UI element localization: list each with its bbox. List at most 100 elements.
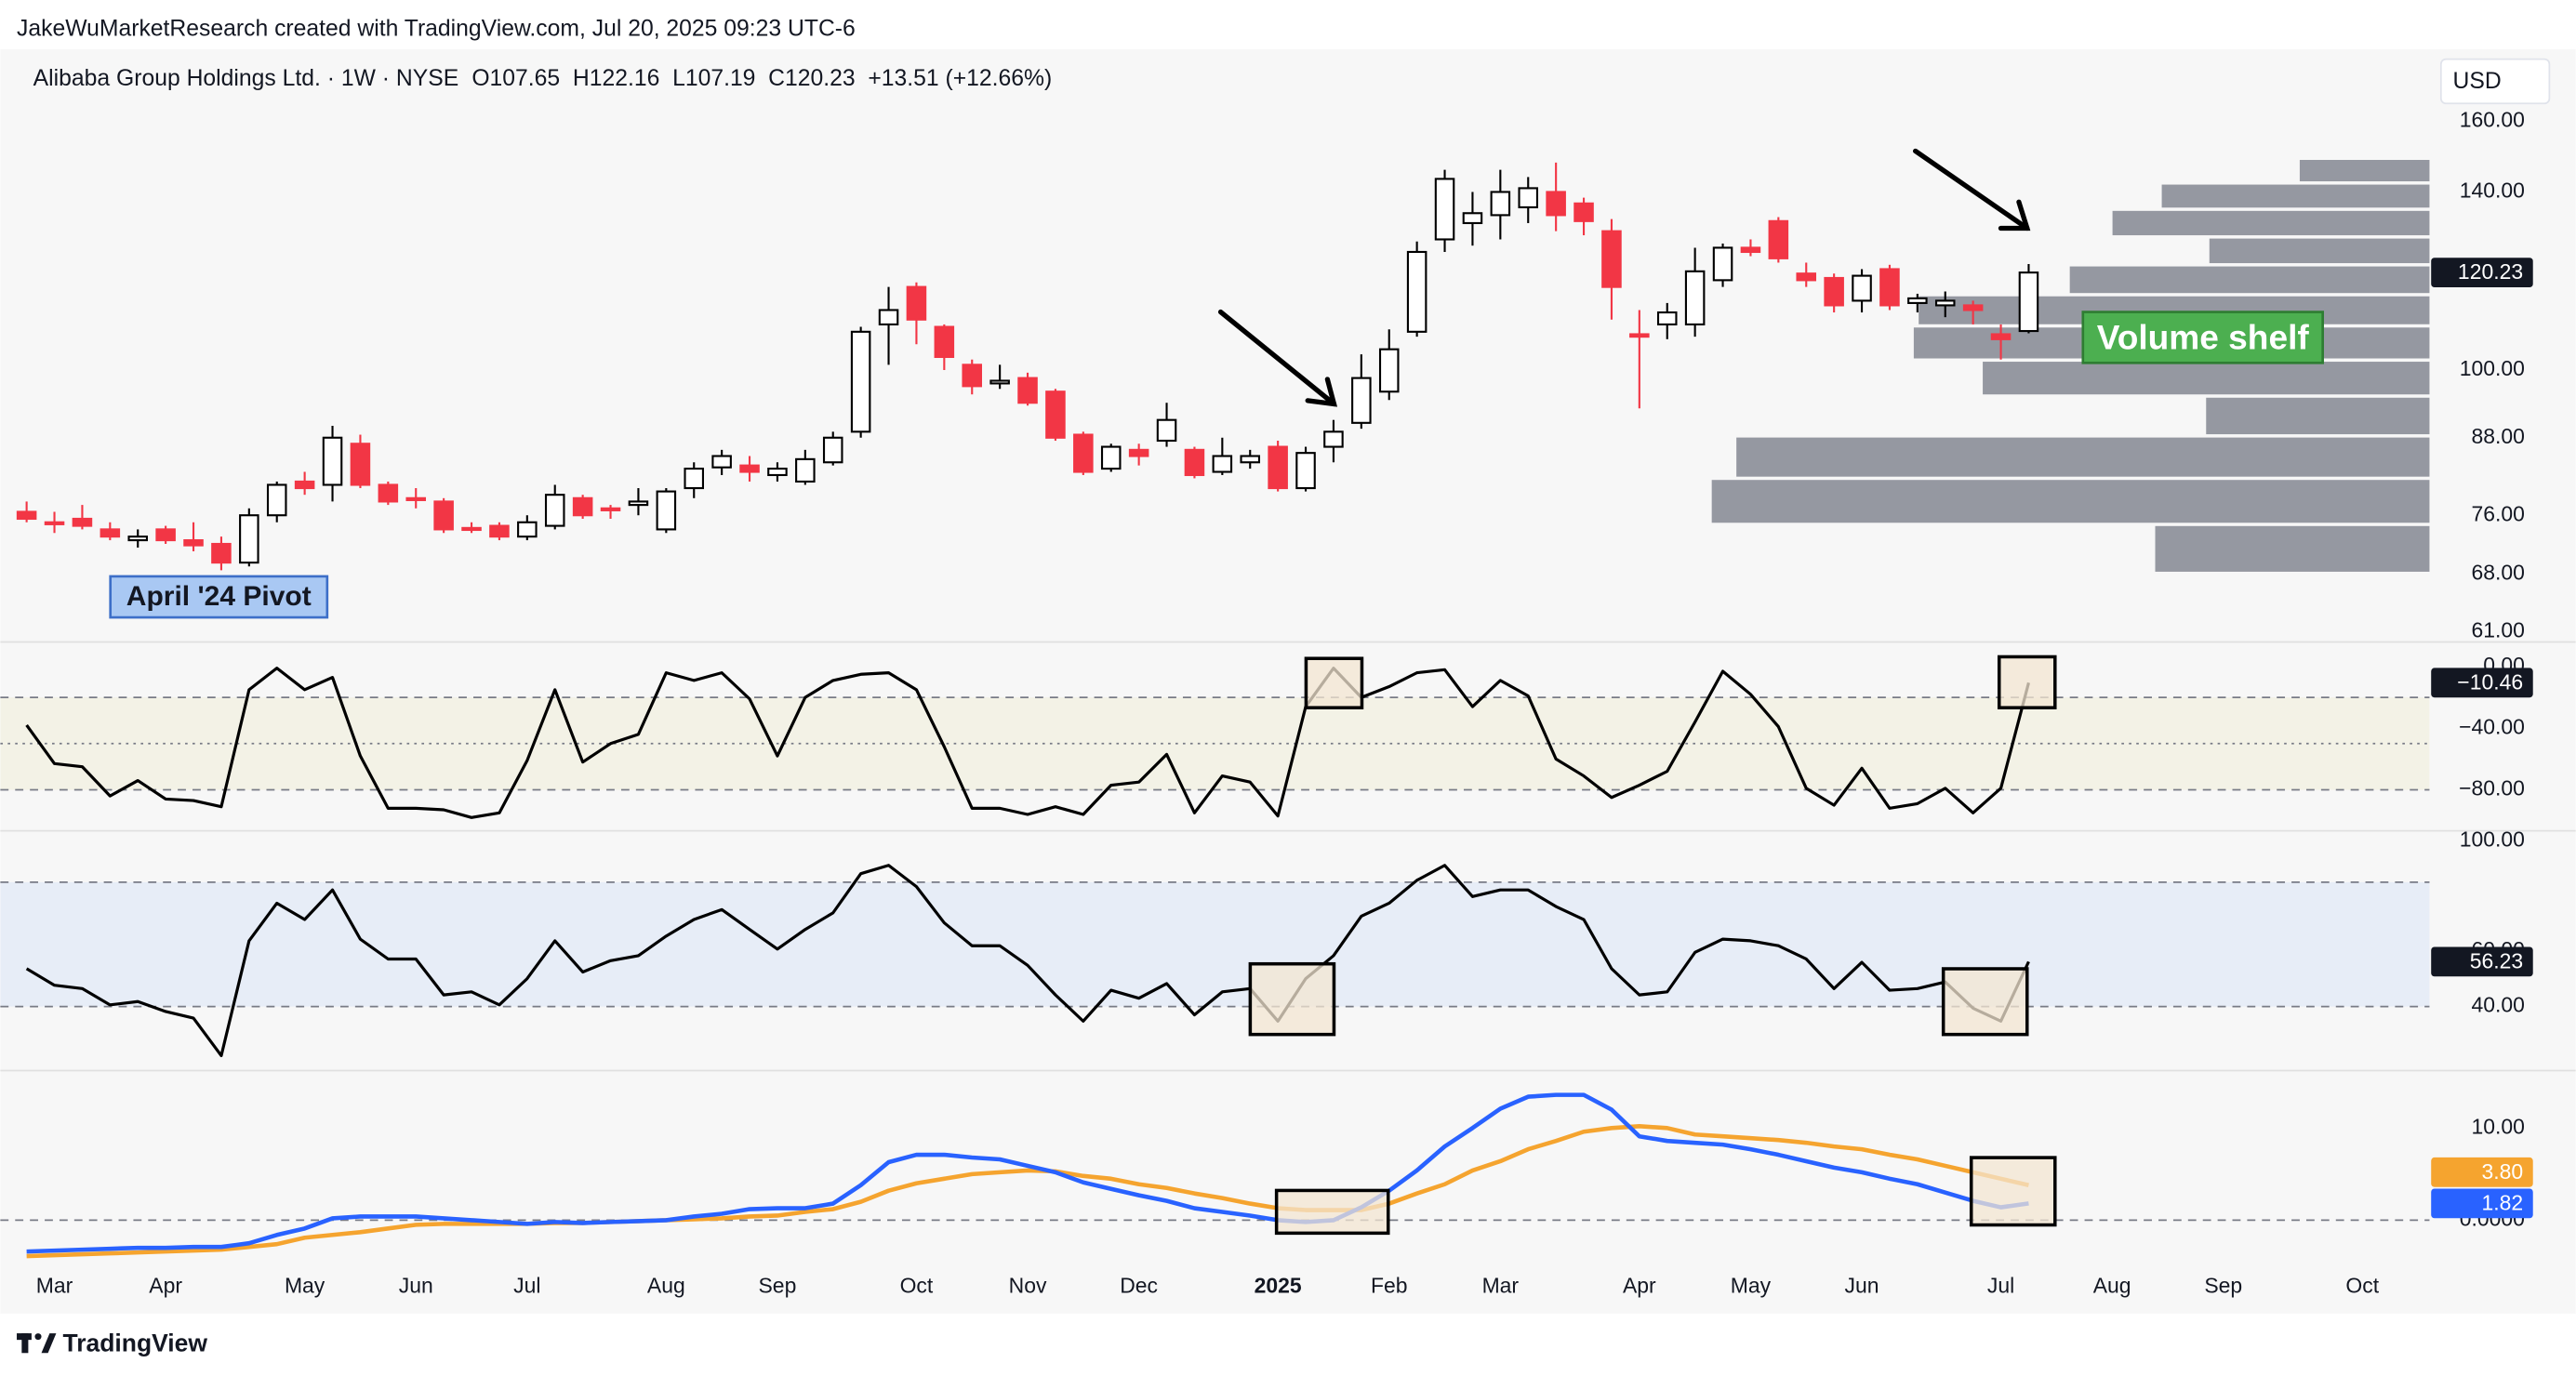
- candle-body: [656, 490, 677, 531]
- price-tag-label: 56.23: [2470, 948, 2523, 972]
- volume-bar: [1736, 437, 2430, 477]
- candle-body: [1212, 455, 1233, 473]
- currency-box[interactable]: [2439, 58, 2551, 105]
- candle-body: [1406, 250, 1427, 333]
- band-fill: [0, 881, 2430, 1007]
- candle-body: [16, 510, 37, 521]
- candle-body: [1295, 452, 1316, 490]
- price-tag: [2431, 1157, 2533, 1187]
- x-tick-label: Apr: [1623, 1274, 1656, 1298]
- x-tick-label: Sep: [2204, 1274, 2242, 1298]
- candle-body: [739, 464, 760, 473]
- candle-body: [239, 514, 259, 564]
- y-tick-label: 10.00: [2471, 1114, 2524, 1138]
- candle-body: [1852, 274, 1872, 302]
- highlight-box: [1997, 655, 2057, 709]
- y-tick-label: 61.00: [2471, 617, 2524, 642]
- arrow-head: [1305, 377, 1338, 407]
- candle-body: [294, 480, 315, 490]
- candle-body: [378, 483, 399, 503]
- candle-body: [1184, 448, 1205, 477]
- annotation-box: [2081, 311, 2324, 364]
- candle-body: [1073, 433, 1094, 473]
- candle-body: [1490, 191, 1511, 217]
- candle-body: [433, 500, 454, 531]
- price-tag: [2431, 946, 2533, 977]
- x-tick-label: Mar: [1482, 1274, 1520, 1298]
- candle-body: [405, 496, 427, 501]
- indicator-line: [26, 1124, 2029, 1259]
- candle-body: [1990, 333, 2012, 340]
- x-tick-label: Jun: [1845, 1274, 1879, 1298]
- candle-body: [1879, 268, 1900, 307]
- highlight-box: [1248, 961, 1336, 1037]
- candle-body: [822, 436, 843, 464]
- y-tick-label: 76.00: [2471, 501, 2524, 525]
- candle-body: [1462, 212, 1483, 225]
- x-tick-label: Jun: [399, 1274, 433, 1298]
- indicator-line: [26, 1092, 2029, 1254]
- currency[interactable]: USD: [2453, 69, 2502, 94]
- y-tick-label: 40.00: [2471, 993, 2524, 1017]
- y-tick-label: −40.00: [2459, 714, 2525, 738]
- candle-body: [684, 468, 705, 490]
- candle-body: [489, 524, 510, 538]
- candle-body: [1712, 246, 1733, 282]
- candle-body: [1518, 187, 1539, 209]
- candle-body: [711, 455, 732, 469]
- candle-body: [183, 538, 204, 547]
- x-tick-label: May: [285, 1274, 325, 1298]
- candle-body: [2018, 271, 2039, 333]
- candle-body: [600, 507, 621, 511]
- candle-body: [1796, 272, 1817, 282]
- x-tick-label: Aug: [2093, 1274, 2131, 1298]
- chart-background: [0, 48, 2576, 1314]
- highlight-boxes: [1248, 655, 2057, 1236]
- candle-body: [767, 468, 788, 477]
- candle-body: [934, 325, 955, 359]
- brand: TradingView: [62, 1329, 207, 1356]
- legend: Alibaba Group Holdings Ltd. · 1W · NYSE O…: [33, 65, 1053, 90]
- candle-body: [1824, 276, 1844, 307]
- x-tick-label: Jul: [1987, 1274, 2014, 1298]
- price-tag: [2431, 258, 2533, 288]
- candle-body: [1546, 191, 1566, 217]
- indicator-line: [25, 667, 2030, 819]
- candle-body: [989, 379, 1010, 385]
- highlight-box: [1304, 656, 1364, 709]
- x-tick-label: Jul: [513, 1274, 540, 1298]
- attribution: JakeWuMarketResearch created with Tradin…: [17, 16, 856, 41]
- candle-body: [544, 494, 565, 527]
- candle-body: [127, 536, 149, 542]
- x-tick-label: Feb: [1371, 1274, 1408, 1298]
- x-tick-label: Oct: [2345, 1274, 2379, 1298]
- candle-body: [1573, 202, 1594, 222]
- candle-body: [461, 526, 482, 532]
- indicator-line: [25, 864, 2030, 1058]
- highlight-box: [1969, 1156, 2057, 1227]
- candle-body: [100, 528, 121, 538]
- arrows: [1217, 148, 2031, 407]
- price-tag-label: 120.23: [2458, 259, 2523, 284]
- volume-bar: [2299, 160, 2430, 182]
- x-tick-label: 2025: [1255, 1274, 1302, 1298]
- candle-body: [1323, 430, 1344, 448]
- y-tick-label: 160.00: [2460, 108, 2525, 132]
- candle-body: [850, 330, 871, 433]
- annotation: Volume shelf: [2097, 317, 2310, 356]
- logo-part: [34, 1333, 42, 1341]
- candle-body: [266, 483, 287, 517]
- highlight-box: [1941, 967, 2029, 1037]
- candle-body: [1907, 297, 1928, 304]
- y-tick-label: 88.00: [2471, 424, 2524, 448]
- x-tick-label: Aug: [647, 1274, 685, 1298]
- price-tag-label: −10.46: [2457, 669, 2523, 694]
- candle-body: [1962, 304, 1984, 311]
- brand-logo: [17, 1333, 57, 1354]
- candle-body: [1268, 445, 1288, 490]
- y-tick-label: −80.00: [2459, 776, 2525, 800]
- candle-body: [1017, 377, 1038, 404]
- y-tick-label: 140.00: [2460, 179, 2525, 203]
- candle-body: [1768, 219, 1789, 259]
